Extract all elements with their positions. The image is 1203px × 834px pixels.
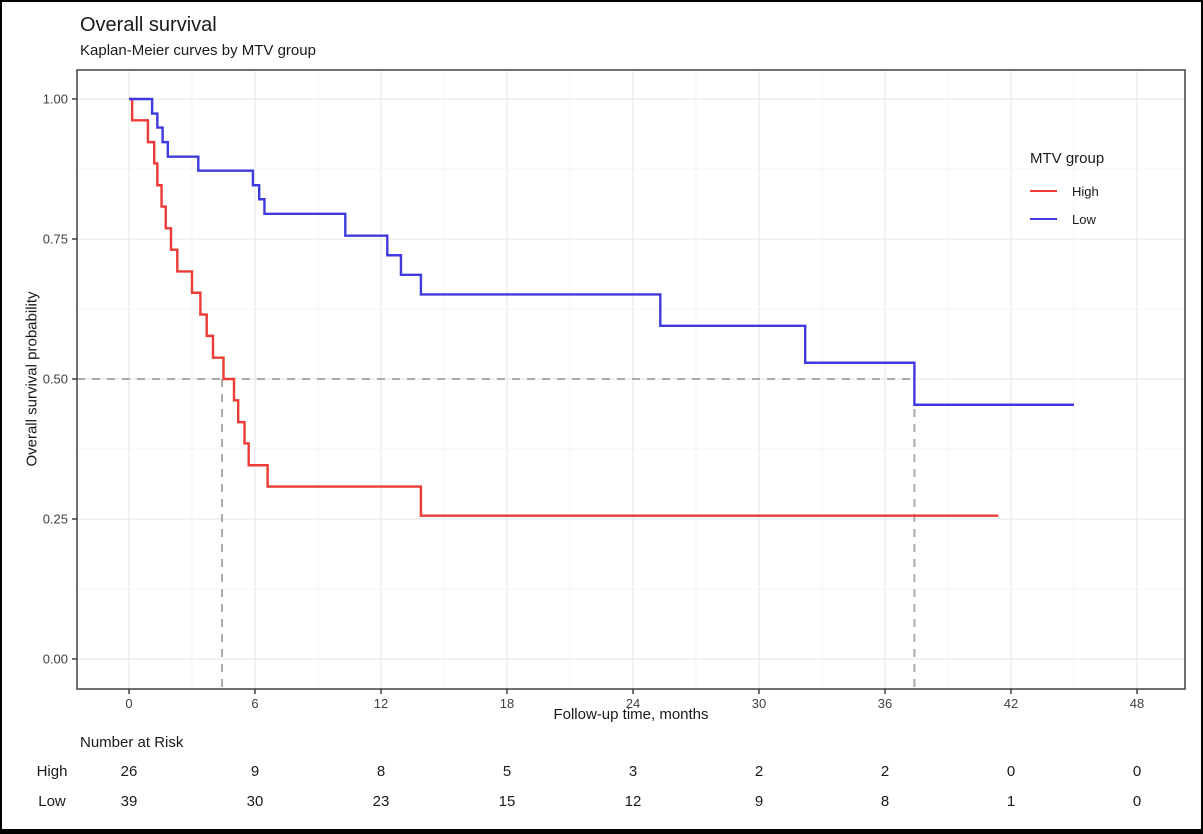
- risk-cell: 0: [1006, 763, 1016, 780]
- risk-cell: 8: [880, 793, 890, 810]
- y-axis-title: Overall survival probability: [23, 291, 41, 467]
- x-tick-label: 0: [125, 696, 132, 711]
- risk-cell: 23: [372, 793, 390, 810]
- risk-cell: 15: [498, 793, 516, 810]
- risk-cell: 3: [628, 763, 638, 780]
- risk-cell: 12: [624, 793, 642, 810]
- risk-cell: 9: [754, 793, 764, 810]
- legend-line-swatch: [1030, 218, 1057, 220]
- x-tick-label: 48: [1130, 696, 1144, 711]
- legend: MTV group High Low: [1030, 150, 1104, 233]
- x-tick-label: 24: [626, 696, 640, 711]
- risk-cell: 1: [1006, 793, 1016, 810]
- x-tick-label: 42: [1004, 696, 1018, 711]
- chart-title: Overall survival: [80, 14, 217, 36]
- x-tick-label: 12: [374, 696, 388, 711]
- survival-curve-high: [129, 97, 999, 517]
- x-axis-title: Follow-up time, months: [553, 706, 709, 723]
- risk-cell: 2: [754, 763, 764, 780]
- risk-cell: 39: [120, 793, 138, 810]
- y-tick-label: 0.00: [43, 652, 68, 667]
- legend-label: Low: [1072, 211, 1096, 227]
- chart-subtitle: Kaplan-Meier curves by MTV group: [80, 42, 316, 59]
- risk-table-title: Number at Risk: [80, 734, 184, 751]
- risk-cell: 0: [1132, 793, 1142, 810]
- risk-cell: 5: [502, 763, 512, 780]
- y-tick-label: 0.75: [43, 232, 68, 247]
- risk-cell: 30: [246, 793, 264, 810]
- legend-item-high: High: [1030, 177, 1104, 205]
- risk-cell: 0: [1132, 763, 1142, 780]
- x-tick-label: 36: [878, 696, 892, 711]
- risk-cell: 9: [250, 763, 260, 780]
- legend-label: High: [1072, 183, 1099, 199]
- x-tick-label: 6: [251, 696, 258, 711]
- risk-row-label-low: Low: [38, 793, 66, 810]
- legend-title: MTV group: [1030, 150, 1105, 167]
- y-tick-label: 0.25: [43, 512, 68, 527]
- risk-cell: 8: [376, 763, 386, 780]
- y-tick-label: 1.00: [43, 92, 68, 107]
- x-tick-label: 30: [752, 696, 766, 711]
- survival-curve-low: [129, 97, 1074, 406]
- y-tick-label: 0.50: [43, 372, 68, 387]
- legend-items: High Low: [1030, 177, 1104, 233]
- x-tick-label: 18: [500, 696, 514, 711]
- risk-cell: 26: [120, 763, 138, 780]
- risk-row-label-high: High: [36, 763, 68, 780]
- legend-item-low: Low: [1030, 205, 1104, 233]
- legend-line-swatch: [1030, 190, 1057, 192]
- risk-cell: 2: [880, 763, 890, 780]
